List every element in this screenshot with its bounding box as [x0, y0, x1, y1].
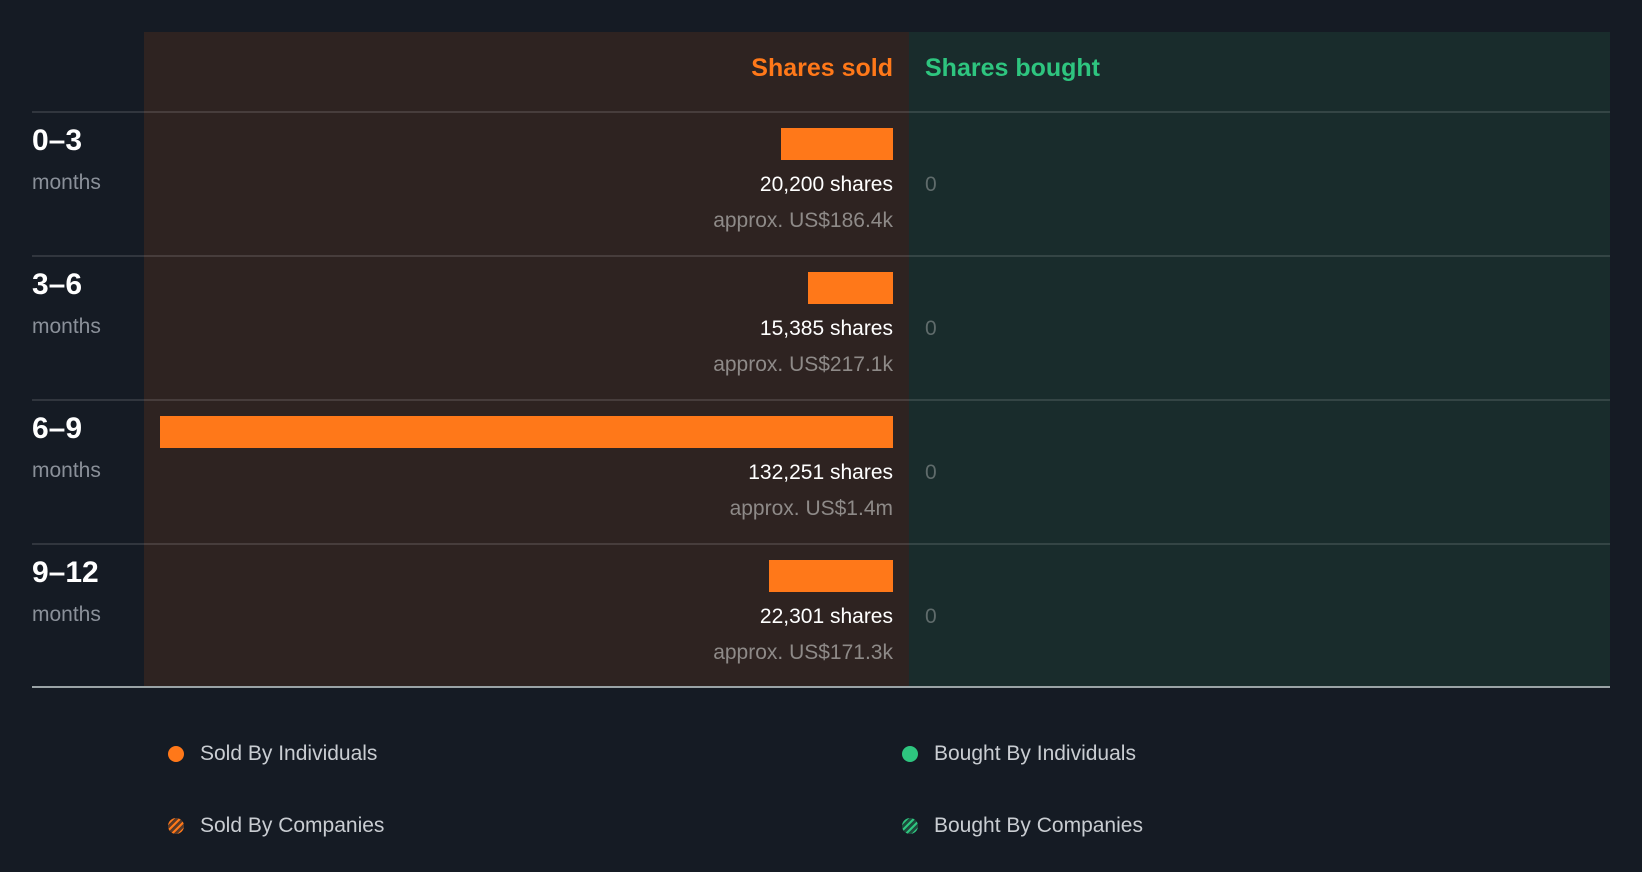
shares-bought-panel: [909, 32, 1610, 687]
row-divider: [32, 255, 1610, 257]
green-dot-icon: [902, 746, 918, 762]
shares-sold-value: approx. US$217.1k: [713, 353, 893, 376]
period-row-9-12: 9–12 months 22,301 shares approx. US$171…: [0, 544, 1642, 688]
sold-bar[interactable]: [769, 560, 893, 592]
period-label: 6–9: [32, 412, 83, 445]
axis-baseline: [32, 686, 1610, 688]
row-divider: [32, 543, 1610, 545]
period-unit: months: [32, 459, 101, 482]
period-unit: months: [32, 315, 101, 338]
legend-bought-individuals[interactable]: Bought By Individuals: [902, 739, 1136, 769]
shares-sold-count: 22,301 shares: [759, 605, 893, 628]
period-label: 9–12: [32, 556, 99, 589]
sold-bar[interactable]: [160, 416, 893, 448]
sold-bar[interactable]: [781, 128, 893, 160]
legend-sold-individuals[interactable]: Sold By Individuals: [168, 739, 377, 769]
legend-sold-companies[interactable]: Sold By Companies: [168, 811, 384, 841]
row-divider: [32, 111, 1610, 113]
row-divider: [32, 399, 1610, 401]
period-row-3-6: 3–6 months 15,385 shares approx. US$217.…: [0, 256, 1642, 400]
shares-bought-count: 0: [925, 605, 937, 628]
green-striped-dot-icon: [902, 818, 918, 834]
shares-sold-value: approx. US$171.3k: [713, 641, 893, 664]
period-row-6-9: 6–9 months 132,251 shares approx. US$1.4…: [0, 400, 1642, 544]
orange-dot-icon: [168, 746, 184, 762]
period-unit: months: [32, 603, 101, 626]
period-label: 0–3: [32, 124, 83, 157]
shares-sold-value: approx. US$186.4k: [713, 209, 893, 232]
sold-bar[interactable]: [808, 272, 893, 304]
shares-sold-value: approx. US$1.4m: [729, 497, 893, 520]
shares-sold-header: Shares sold: [751, 54, 893, 82]
orange-striped-dot-icon: [168, 818, 184, 834]
shares-sold-count: 15,385 shares: [759, 317, 893, 340]
period-row-0-3: 0–3 months 20,200 shares approx. US$186.…: [0, 112, 1642, 256]
shares-bought-count: 0: [925, 173, 937, 196]
shares-sold-count: 132,251 shares: [748, 461, 893, 484]
shares-bought-header: Shares bought: [925, 54, 1101, 82]
period-unit: months: [32, 171, 101, 194]
legend-bought-companies[interactable]: Bought By Companies: [902, 811, 1143, 841]
shares-bought-count: 0: [925, 461, 937, 484]
period-label: 3–6: [32, 268, 83, 301]
shares-bought-count: 0: [925, 317, 937, 340]
shares-sold-count: 20,200 shares: [759, 173, 893, 196]
